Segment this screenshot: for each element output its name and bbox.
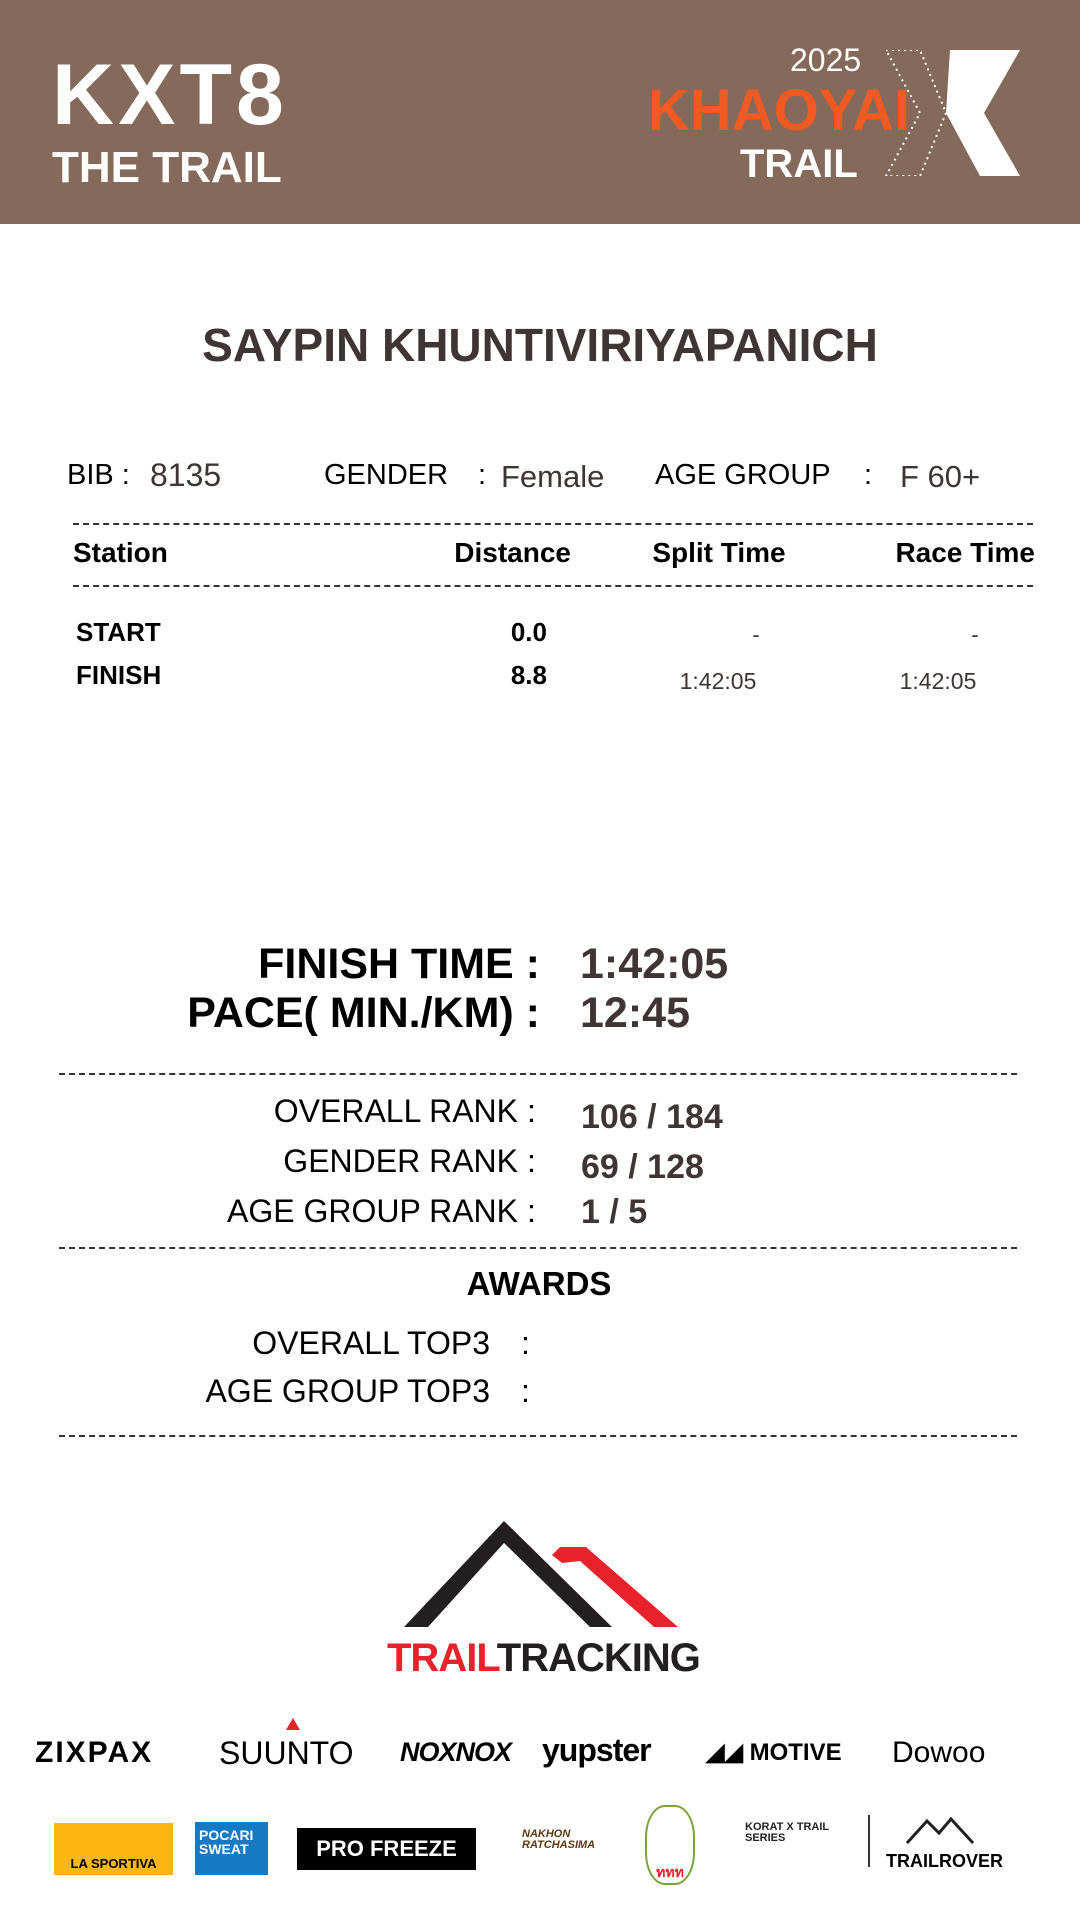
- age-group-rank-colon: :: [527, 1193, 536, 1229]
- age-group-top3-colon: :: [521, 1373, 530, 1409]
- sponsor-suunto-logo: SUUNTO: [219, 1735, 354, 1771]
- bib-label: BIB :: [67, 459, 130, 491]
- logo-sub: TRAIL: [740, 142, 858, 186]
- gender-colon: :: [478, 459, 487, 491]
- sponsor-trailrover-logo: TRAILROVER: [886, 1851, 1003, 1871]
- age-group-rank-value: 1 / 5: [581, 1193, 648, 1231]
- mountain-icon: [404, 1521, 678, 1627]
- col-station: Station: [73, 537, 168, 568]
- gender-label: GENDER: [324, 459, 449, 491]
- gender-value: Female: [501, 459, 605, 494]
- finish-time-label: FINISH TIME :: [258, 940, 540, 988]
- trailtracking-wordmark: TRAILTRACKING: [387, 1636, 701, 1680]
- awards-title: AWARDS: [466, 1265, 612, 1302]
- pace-value: 12:45: [580, 989, 690, 1037]
- row-station: FINISH: [76, 660, 162, 690]
- runner-name: SAYPIN KHUNTIVIRIYAPANICH: [202, 319, 878, 371]
- col-race-time: Race Time: [895, 537, 1035, 568]
- x-mark-icon: [884, 50, 1020, 176]
- row-distance: 8.8: [510, 660, 547, 690]
- row-race: -: [971, 622, 979, 647]
- sponsor-korat-x-logo: KORAT X TRAIL SERIES: [745, 1821, 829, 1844]
- overall-top3-label: OVERALL TOP3: [252, 1325, 490, 1361]
- age-group-colon: :: [864, 459, 873, 491]
- divider: [59, 1247, 1017, 1249]
- bib-value: 8135: [150, 457, 222, 493]
- age-group-top3-label: AGE GROUP TOP3: [205, 1373, 490, 1409]
- gender-rank-value: 69 / 128: [581, 1148, 704, 1186]
- motive-text: MOTIVE: [749, 1739, 842, 1766]
- divider: [59, 1073, 1017, 1075]
- finish-time-value: 1:42:05: [580, 940, 729, 988]
- sponsor-nakhon-ratchasima-logo: NAKHON RATCHASIMA: [522, 1828, 596, 1851]
- sponsor-separator: [868, 1815, 870, 1867]
- sponsor-dowoo-logo: Dowoo: [892, 1736, 986, 1769]
- divider: [73, 585, 1033, 587]
- row-station: START: [76, 617, 161, 647]
- pace-label: PACE( MIN./KM) :: [187, 989, 540, 1037]
- kxt8-logo-text: KXT8: [52, 47, 288, 143]
- col-split-time: Split Time: [652, 537, 786, 568]
- overall-rank-value: 106 / 184: [581, 1098, 723, 1136]
- trailrover-mountain-icon: [905, 1816, 975, 1845]
- sponsor-motive-logo: ◢◢ MOTIVE: [706, 1739, 842, 1766]
- col-distance: Distance: [454, 537, 571, 568]
- age-group-value: F 60+: [900, 459, 981, 494]
- sponsor-yupster-logo: yupster: [542, 1732, 652, 1768]
- divider: [73, 523, 1033, 525]
- age-group-rank-label: AGE GROUP RANK: [226, 1193, 518, 1229]
- sponsor-noxnox-logo: NOXNOX: [400, 1737, 512, 1767]
- sponsor-pocari-sweat-logo: POCARI SWEAT: [195, 1822, 268, 1875]
- gender-rank-label: GENDER RANK: [283, 1143, 518, 1179]
- logo-name: KHAOYAI: [648, 78, 911, 143]
- row-split: -: [752, 622, 760, 647]
- sponsor-la-sportiva-logo: LA SPORTIVA: [54, 1823, 173, 1875]
- overall-rank-label: OVERALL RANK: [273, 1093, 518, 1129]
- row-race: 1:42:05: [899, 668, 977, 694]
- sponsor-tat-logo: ททท: [645, 1805, 695, 1885]
- header-banner: KXT8 THE TRAIL 2025 KHAOYAI TRAIL: [0, 0, 1080, 224]
- logo-year: 2025: [790, 42, 862, 78]
- the-trail-logo-text: THE TRAIL: [52, 143, 282, 192]
- brand-part1: TRAIL: [387, 1636, 498, 1680]
- brand-part2: TRACKING: [496, 1636, 701, 1680]
- sponsor-zixpax-logo: ZIXPAX: [35, 1736, 154, 1769]
- sponsor-pro-freeze-logo: PRO FREEZE: [297, 1828, 476, 1870]
- overall-rank-colon: :: [527, 1093, 536, 1129]
- row-distance: 0.0: [510, 617, 547, 647]
- suunto-triangle-icon: [286, 1718, 300, 1730]
- overall-top3-colon: :: [521, 1325, 530, 1361]
- gender-rank-colon: :: [527, 1143, 536, 1179]
- row-split: 1:42:05: [679, 668, 757, 694]
- divider: [59, 1435, 1017, 1437]
- age-group-label: AGE GROUP: [655, 459, 831, 491]
